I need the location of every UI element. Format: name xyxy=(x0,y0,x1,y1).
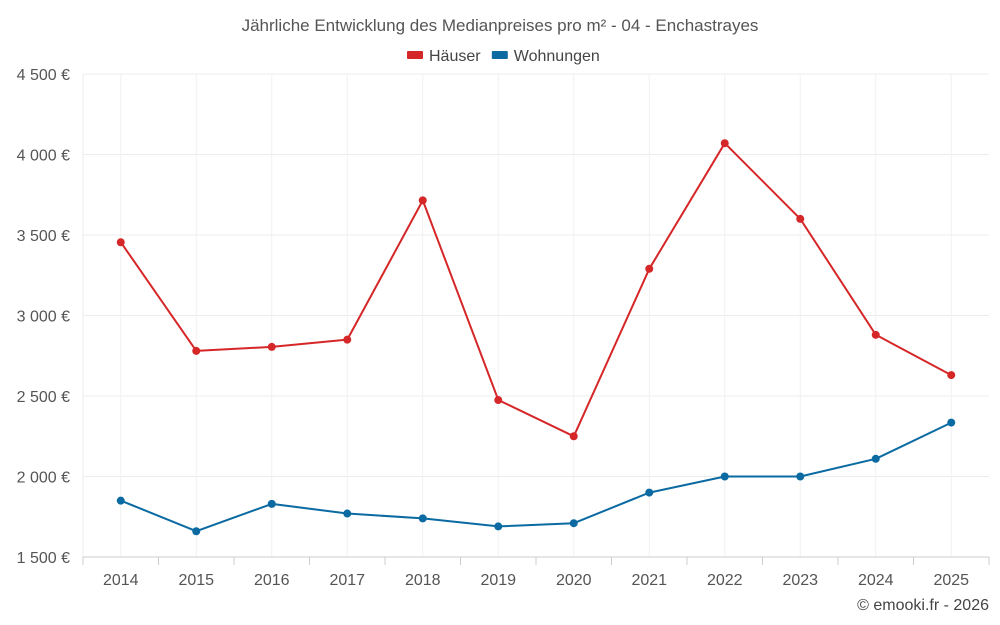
series-layer xyxy=(116,139,956,536)
x-tick-label: 2014 xyxy=(103,572,139,589)
x-tick-label: 2021 xyxy=(631,572,667,589)
data-point xyxy=(267,342,276,351)
x-tick-label: 2015 xyxy=(178,572,214,589)
y-tick-label: 2 000 € xyxy=(17,470,70,487)
data-point xyxy=(494,396,503,405)
data-point xyxy=(343,509,352,518)
x-tick-label: 2016 xyxy=(254,572,290,589)
data-point xyxy=(192,527,201,536)
data-point xyxy=(569,519,578,528)
x-tick-label: 2019 xyxy=(480,572,516,589)
data-point xyxy=(871,330,880,339)
data-point xyxy=(720,472,729,481)
legend-swatch xyxy=(407,51,423,59)
credit-text: © emooki.fr - 2026 xyxy=(857,597,989,614)
x-axis: 2014 2015 2016 2017 2018 2019 2020 2021 2022 2023… xyxy=(82,556,990,589)
series-line xyxy=(119,142,952,438)
x-tick-label: 2023 xyxy=(782,572,818,589)
y-tick-label: 2 500 € xyxy=(17,389,70,406)
data-point xyxy=(720,139,729,148)
data-point xyxy=(947,418,956,427)
y-tick-label: 4 500 € xyxy=(17,67,70,84)
data-point xyxy=(343,335,352,344)
y-axis: 1 500 € 2 000 € 2 500 € 3 000 € 3 500 € 4 000… xyxy=(17,67,70,567)
data-point xyxy=(645,488,654,497)
data-point xyxy=(871,454,880,463)
x-tick-label: 2024 xyxy=(858,572,894,589)
legend-swatch xyxy=(491,51,508,59)
data-point xyxy=(116,496,125,505)
data-point xyxy=(494,522,503,531)
grid xyxy=(82,73,989,558)
x-tick-label: 2025 xyxy=(933,572,969,589)
legend: Häuser Wohnungen xyxy=(407,48,600,65)
y-tick-label: 3 500 € xyxy=(17,228,70,245)
data-point xyxy=(569,432,578,441)
x-tick-label: 2020 xyxy=(556,572,592,589)
data-point xyxy=(796,214,805,223)
y-tick-label: 4 000 € xyxy=(17,148,70,165)
legend-label: Wohnungen xyxy=(514,48,600,65)
x-tick-label: 2018 xyxy=(405,572,441,589)
x-tick-label: 2017 xyxy=(329,572,365,589)
legend-label: Häuser xyxy=(429,48,481,65)
series-line xyxy=(120,421,952,533)
data-point xyxy=(796,472,805,481)
y-tick-label: 3 000 € xyxy=(17,309,70,326)
data-point xyxy=(645,264,654,273)
y-tick-label: 1 500 € xyxy=(17,550,70,567)
data-point xyxy=(418,196,427,205)
data-point xyxy=(116,238,125,247)
data-point xyxy=(418,514,427,523)
data-point xyxy=(947,371,956,380)
x-tick-label: 2022 xyxy=(707,572,743,589)
chart-title: Jährliche Entwicklung des Medianpreises … xyxy=(242,16,759,35)
data-point xyxy=(267,499,276,508)
data-point xyxy=(192,346,201,355)
